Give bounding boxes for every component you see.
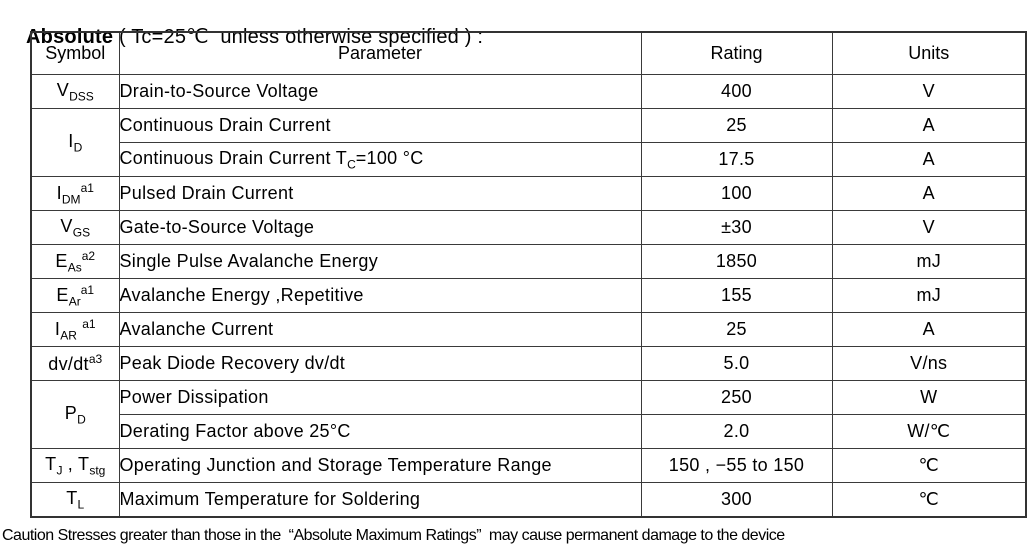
parameter-cell: Drain-to-Source Voltage (118, 74, 642, 109)
units-cell: V/ns (831, 346, 1027, 381)
symbol-cell: TL (30, 482, 120, 518)
header-row: Symbol Parameter Rating Units (30, 31, 1027, 75)
rating-cell: 300 (640, 482, 833, 518)
table-row: IAR a1 Avalanche Current 25 A (30, 312, 1027, 347)
units-cell: mJ (831, 244, 1027, 279)
parameter-cell: Gate-to-Source Voltage (118, 210, 642, 245)
rating-cell: 25 (640, 108, 833, 143)
symbol-cell: PD (30, 380, 120, 449)
symbol-cell: IDMa1 (30, 176, 120, 211)
table-row: IDMa1 Pulsed Drain Current 100 A (30, 176, 1027, 211)
rating-cell: 25 (640, 312, 833, 347)
symbol-cell: ID (30, 108, 120, 177)
table-row: EAra1 Avalanche Energy ,Repetitive 155 m… (30, 278, 1027, 313)
parameter-cell: Power Dissipation (118, 380, 642, 415)
col-header-parameter: Parameter (118, 31, 642, 75)
rating-cell: 155 (640, 278, 833, 313)
units-cell: A (831, 142, 1027, 177)
col-header-rating: Rating (640, 31, 833, 75)
rating-cell: 400 (640, 74, 833, 109)
symbol-cell: EAsa2 (30, 244, 120, 279)
units-cell: W/℃ (831, 414, 1027, 449)
units-cell: V (831, 74, 1027, 109)
table-row: Derating Factor above 25°C 2.0 W/℃ (31, 414, 1027, 449)
caution-note: Caution Stresses greater than those in t… (2, 527, 785, 544)
parameter-cell: Avalanche Energy ,Repetitive (118, 278, 642, 313)
rating-cell: 5.0 (640, 346, 833, 381)
units-cell: V (831, 210, 1027, 245)
rating-cell: ±30 (640, 210, 833, 245)
symbol-cell: TJ , Tstg (30, 448, 120, 483)
parameter-cell: Continuous Drain Current TC=100 °C (118, 142, 642, 177)
table-row: TL Maximum Temperature for Soldering 300… (30, 482, 1027, 518)
units-cell: ℃ (831, 448, 1027, 483)
rating-cell: 150 , −55 to 150 (640, 448, 833, 483)
parameter-cell: Peak Diode Recovery dv/dt (118, 346, 642, 381)
table-row: PD Power Dissipation 250 W (30, 380, 1027, 449)
symbol-cell: VDSS (30, 74, 120, 109)
parameter-cell: Pulsed Drain Current (118, 176, 642, 211)
table-row: TJ , Tstg Operating Junction and Storage… (30, 448, 1027, 483)
table-row: Continuous Drain Current TC=100 °C 17.5 … (31, 142, 1027, 177)
units-cell: W (831, 380, 1027, 415)
symbol-cell: dv/dta3 (30, 346, 120, 381)
parameter-cell: Avalanche Current (118, 312, 642, 347)
rating-cell: 250 (640, 380, 833, 415)
table-row: EAsa2 Single Pulse Avalanche Energy 1850… (30, 244, 1027, 279)
table-row: dv/dta3 Peak Diode Recovery dv/dt 5.0 V/… (30, 346, 1027, 381)
units-cell: A (831, 176, 1027, 211)
parameter-cell: Continuous Drain Current (118, 108, 642, 143)
col-header-symbol: Symbol (30, 31, 120, 75)
col-header-units: Units (831, 31, 1027, 75)
rating-cell: 17.5 (640, 142, 833, 177)
absolute-maximum-ratings-table: Symbol Parameter Rating Units VDSS Drain… (30, 31, 1027, 518)
symbol-cell: IAR a1 (30, 312, 120, 347)
units-cell: ℃ (831, 482, 1027, 518)
units-cell: A (831, 108, 1027, 143)
table-row: ID Continuous Drain Current 25 A (30, 108, 1027, 177)
symbol-cell: EAra1 (30, 278, 120, 313)
rating-cell: 1850 (640, 244, 833, 279)
table-row: VDSS Drain-to-Source Voltage 400 V (30, 74, 1027, 109)
units-cell: mJ (831, 278, 1027, 313)
units-cell: A (831, 312, 1027, 347)
parameter-cell: Maximum Temperature for Soldering (118, 482, 642, 518)
symbol-cell: VGS (30, 210, 120, 245)
rating-cell: 100 (640, 176, 833, 211)
parameter-cell: Single Pulse Avalanche Energy (118, 244, 642, 279)
table-row: VGS Gate-to-Source Voltage ±30 V (30, 210, 1027, 245)
rating-cell: 2.0 (640, 414, 833, 449)
parameter-cell: Operating Junction and Storage Temperatu… (118, 448, 642, 483)
parameter-cell: Derating Factor above 25°C (118, 414, 642, 449)
